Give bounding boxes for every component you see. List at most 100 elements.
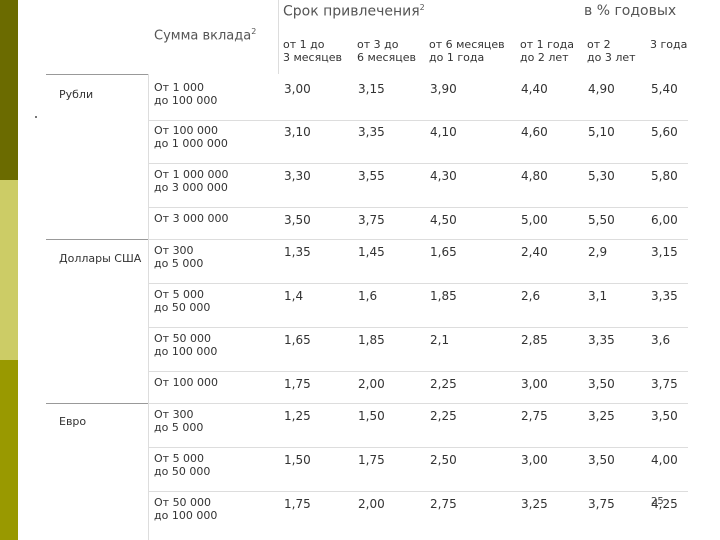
unit-label: в % годовых [584,3,677,19]
rate-cell: 4,60 [521,125,548,139]
rate-cell: 1,50 [284,453,311,467]
rate-cell: 2,25 [430,377,457,391]
rate-cell: 3,50 [588,377,615,391]
header-divider [278,0,279,74]
rate-cell: 4,90 [588,82,615,96]
rate-cell: 4,30 [430,169,457,183]
row-divider [148,403,688,404]
rate-cell: 5,50 [588,213,615,227]
rate-cell: 1,4 [284,289,304,303]
amount-cell: От 300 до 5 000 [154,408,204,434]
row-divider [148,283,688,284]
currency-divider [46,403,148,404]
rate-cell: 4,00 [651,453,678,467]
rate-cell: 1,6 [358,289,378,303]
amount-cell: От 50 000 до 100 000 [154,332,218,358]
rate-cell: 3,75 [588,497,615,511]
rate-cell: 1,65 [430,245,457,259]
marker-dot [35,116,37,118]
rate-cell: 1,75 [284,377,311,391]
rate-cell: 3,30 [284,169,311,183]
column-header: от 2 до 3 лет [587,38,636,64]
rate-cell: 2,75 [521,409,548,423]
page-number: 25 [651,496,664,507]
currency-rub: Рубли [59,88,94,101]
rate-cell: 4,80 [521,169,548,183]
column-header: 3 года [650,38,688,51]
rate-cell: 3,35 [651,289,678,303]
rate-cell: 3,6 [651,333,671,347]
rate-cell: 3,55 [358,169,385,183]
sidebar-stripe-olive [0,360,18,540]
rate-cell: 1,65 [284,333,311,347]
amount-cell: От 100 000 до 1 000 000 [154,124,228,150]
rate-cell: 2,40 [521,245,548,259]
amount-cell: От 1 000 000 до 3 000 000 [154,168,229,194]
rate-cell: 3,50 [588,453,615,467]
column-header: от 1 года до 2 лет [520,38,574,64]
row-divider [148,239,688,240]
amount-cell: От 3 000 000 [154,212,229,225]
rate-cell: 2,00 [358,377,385,391]
amount-column-divider [148,74,149,540]
rate-cell: 5,40 [651,82,678,96]
rate-cell: 3,25 [588,409,615,423]
rate-cell: 3,00 [284,82,311,96]
rate-cell: 3,50 [651,409,678,423]
rate-cell: 3,35 [588,333,615,347]
rate-cell: 2,00 [358,497,385,511]
rate-cell: 5,80 [651,169,678,183]
sidebar-stripe-dark [0,0,18,180]
rate-cell: 5,30 [588,169,615,183]
rate-cell: 5,00 [521,213,548,227]
currency-divider [46,239,148,240]
rate-cell: 1,75 [358,453,385,467]
currency-eur: Евро [59,415,87,428]
rate-cell: 4,50 [430,213,457,227]
rate-cell: 3,75 [651,377,678,391]
rate-cell: 4,40 [521,82,548,96]
rate-cell: 2,75 [430,497,457,511]
row-divider [148,327,688,328]
rate-cell: 2,50 [430,453,457,467]
currency-divider [46,74,148,75]
amount-cell: От 100 000 [154,376,219,389]
rate-cell: 1,35 [284,245,311,259]
rate-cell: 1,75 [284,497,311,511]
amount-title: Сумма вклада2 [154,27,257,44]
rate-cell: 3,00 [521,453,548,467]
rate-cell: 5,10 [588,125,615,139]
rate-cell: 3,1 [588,289,608,303]
rate-cell: 4,25 [651,497,678,511]
column-header: от 1 до 3 месяцев [283,38,342,64]
rate-cell: 1,85 [358,333,385,347]
rate-cell: 3,35 [358,125,385,139]
rate-cell: 3,75 [358,213,385,227]
row-divider [148,447,688,448]
row-divider [148,207,688,208]
rate-cell: 5,60 [651,125,678,139]
rate-cell: 2,25 [430,409,457,423]
column-header: от 6 месяцев до 1 года [429,38,505,64]
rate-cell: 6,00 [651,213,678,227]
rate-cell: 3,00 [521,377,548,391]
term-title: Срок привлечения2 [283,3,425,20]
sidebar-stripe-light [0,180,18,360]
rate-cell: 1,50 [358,409,385,423]
amount-cell: От 5 000 до 50 000 [154,288,211,314]
amount-cell: От 5 000 до 50 000 [154,452,211,478]
row-divider [148,491,688,492]
rate-cell: 3,90 [430,82,457,96]
amount-cell: От 1 000 до 100 000 [154,81,218,107]
rate-cell: 2,6 [521,289,541,303]
currency-usd: Доллары США [59,252,142,265]
rate-cell: 3,50 [284,213,311,227]
row-divider [148,120,688,121]
rate-cell: 3,15 [358,82,385,96]
amount-cell: От 300 до 5 000 [154,244,204,270]
rate-cell: 2,85 [521,333,548,347]
amount-cell: От 50 000 до 100 000 [154,496,218,522]
rate-cell: 1,25 [284,409,311,423]
rate-cell: 4,10 [430,125,457,139]
row-divider [148,371,688,372]
